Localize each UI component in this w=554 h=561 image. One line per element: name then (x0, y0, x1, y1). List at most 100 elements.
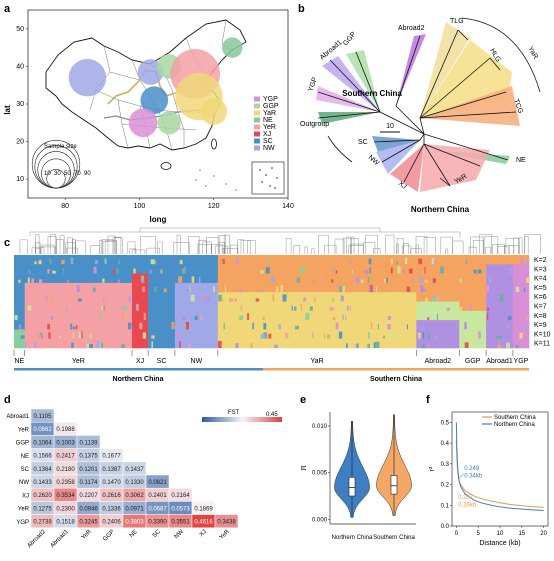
ld-y-tick: 0.4 (441, 441, 450, 447)
structure-admix (440, 266, 444, 274)
structure-admix (423, 325, 425, 330)
legend-swatch-xj (254, 131, 260, 137)
tree-label-tlg: TLG (450, 18, 464, 25)
structure-north-label: Northern China (113, 376, 164, 383)
structure-admix (78, 331, 82, 339)
map-site-yar (200, 98, 228, 125)
structure-block-ygp (512, 264, 530, 274)
structure-block-xj (132, 338, 149, 349)
structure-group-label: SC (157, 358, 167, 365)
ld-x-tick: 20 (540, 531, 547, 537)
tree-label-tcg: TCG (512, 98, 524, 114)
structure-admix (75, 325, 78, 330)
structure-admix (431, 335, 434, 339)
structure-block-abroad1 (486, 292, 514, 302)
structure-admix (45, 296, 48, 302)
tree-label-yar: YaR (526, 46, 539, 61)
structure-admix (118, 296, 121, 302)
heatmap-value: 0.1064 (33, 440, 52, 446)
heatmap-value: 0.0687 (148, 506, 167, 512)
panel-letter-f: f (426, 394, 430, 406)
structure-admix (99, 312, 102, 321)
legend-label-xj: XJ (263, 131, 271, 138)
structure-block-ggp (459, 255, 487, 265)
structure-admix (150, 259, 155, 265)
tree-label-ne: NE (516, 157, 526, 164)
structure-admix (228, 276, 230, 283)
structure-admix (368, 258, 372, 265)
heatmap-value: 0.1437 (125, 467, 144, 473)
fst-legend-label: FST (228, 410, 240, 416)
structure-block-sc (148, 310, 176, 321)
structure-admix (154, 260, 156, 265)
structure-admix (195, 306, 197, 311)
structure-block-yer (24, 329, 133, 339)
structure-admix (390, 267, 393, 274)
structure-admix (495, 335, 498, 339)
ld-y-tick: 0.0 (441, 524, 450, 530)
legend-swatch-ne (254, 117, 260, 123)
heatmap-value: 0.1677 (102, 454, 121, 460)
structure-admix (350, 331, 354, 339)
structure-admix (515, 345, 519, 348)
heatmap-value: 0.0946 (79, 506, 98, 512)
structure-admix (250, 343, 253, 348)
violin-y-label: π (299, 465, 308, 471)
structure-group-label: NW (191, 358, 203, 365)
structure-admix (356, 277, 360, 283)
structure-admix (239, 286, 242, 293)
structure-block-ne (14, 310, 26, 321)
structure-admix (154, 323, 159, 330)
map-y-tick: 20 (16, 139, 24, 146)
structure-admix (515, 286, 520, 293)
structure-admix (421, 344, 426, 348)
structure-admix (487, 307, 490, 311)
structure-admix (349, 260, 351, 265)
map-y-tick: 10 (16, 176, 24, 183)
heatmap-row-label: XJ (22, 493, 29, 499)
fst-legend-max: 0.45 (266, 412, 278, 418)
structure-admix (31, 278, 34, 283)
structure-admix (70, 323, 73, 330)
structure-admix (260, 334, 265, 339)
structure-admix (342, 285, 345, 293)
sea-dots (195, 169, 237, 191)
structure-admix (386, 277, 388, 283)
structure-admix (295, 325, 299, 330)
structure-admix (121, 344, 125, 348)
structure-block-xj (132, 282, 149, 293)
heatmap-value: 0.2620 (33, 493, 52, 499)
structure-block-abroad2 (416, 273, 460, 284)
structure-admix (35, 333, 38, 339)
structure-admix (139, 322, 143, 330)
structure-block-sc (148, 292, 176, 302)
tree-south-title: Southern China (342, 89, 402, 98)
structure-block-abroad2 (416, 338, 460, 349)
structure-admix (80, 331, 83, 339)
heatmap-value: 0.2300 (56, 506, 75, 512)
structure-admix (436, 313, 439, 321)
map-site-ggp (157, 111, 181, 135)
structure-admix (478, 331, 481, 339)
structure-admix (89, 344, 94, 348)
structure-block-sc (148, 255, 176, 265)
violin-y-tick: 0.010 (312, 424, 328, 430)
structure-admix (368, 286, 371, 293)
structure-admix (488, 276, 492, 283)
structure-admix (186, 288, 190, 293)
heatmap-row-label: Abroad1 (6, 414, 29, 420)
violin-box (348, 477, 356, 497)
ld-decay-panel: 0 5 10 15 20 0.0 0.1 0.2 0.3 0.4 0.5 Distance (kb) r… (429, 411, 549, 547)
structure-admix (151, 335, 155, 339)
structure-admix (118, 279, 120, 283)
structure-admix (433, 259, 436, 265)
ld-y-label: r² (429, 466, 436, 471)
structure-block-sc (148, 320, 176, 330)
structure-admix (373, 342, 376, 348)
structure-admix (497, 344, 502, 348)
structure-block-abroad2 (416, 264, 460, 274)
structure-admix (223, 323, 225, 330)
structure-admix (50, 316, 53, 321)
heatmap-value: 0.3551 (171, 520, 190, 526)
structure-admix (390, 258, 393, 265)
